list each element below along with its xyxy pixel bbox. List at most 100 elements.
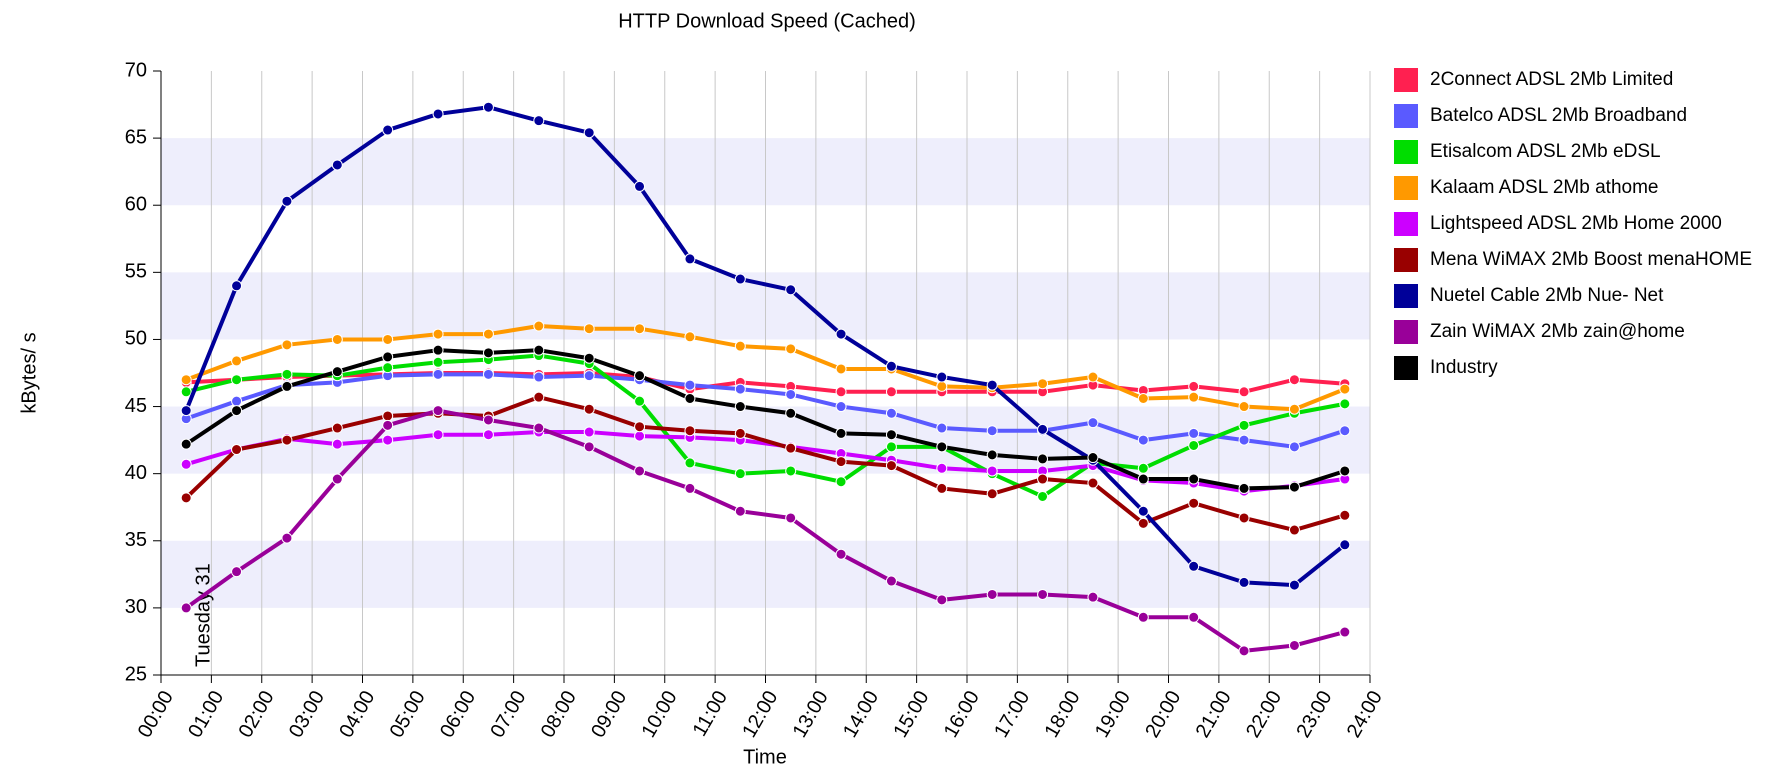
point [583, 426, 595, 438]
point [1037, 588, 1049, 600]
point [1188, 391, 1200, 403]
point [986, 449, 998, 461]
point [231, 395, 243, 407]
point [734, 427, 746, 439]
point [1137, 393, 1149, 405]
point [1037, 453, 1049, 465]
point [482, 328, 494, 340]
x-tick-label: 01:00 [184, 687, 228, 741]
y-tick-label: 35 [125, 529, 147, 551]
x-tick-label: 04:00 [335, 687, 379, 741]
point [1238, 386, 1250, 398]
legend-label: Mena WiMAX 2Mb Boost menaHOME [1430, 249, 1752, 270]
point [785, 442, 797, 454]
point [634, 465, 646, 477]
point [885, 407, 897, 419]
point [331, 438, 343, 450]
point [583, 127, 595, 139]
series-line [185, 348, 1346, 491]
point [634, 421, 646, 433]
point [231, 405, 243, 417]
legend-swatch [1394, 356, 1418, 380]
x-tick-label: 06:00 [436, 687, 480, 741]
legend-swatch [1394, 320, 1418, 344]
legend-swatch [1394, 104, 1418, 128]
point [1238, 482, 1250, 494]
y-tick-label: 60 [125, 194, 147, 216]
point [1188, 380, 1200, 392]
point [533, 422, 545, 434]
point [432, 429, 444, 441]
point [1137, 462, 1149, 474]
point [1037, 423, 1049, 435]
point [1238, 645, 1250, 657]
legend-label: Industry [1430, 357, 1498, 378]
point [835, 401, 847, 413]
point [936, 422, 948, 434]
point [785, 388, 797, 400]
series-line [185, 324, 1346, 412]
point [281, 380, 293, 392]
point [180, 374, 192, 386]
point [1238, 512, 1250, 524]
point [1339, 509, 1351, 521]
series-line [184, 105, 1347, 588]
point [1188, 497, 1200, 509]
point [785, 343, 797, 355]
point [180, 405, 192, 417]
point [785, 284, 797, 296]
point [382, 434, 394, 446]
point [885, 460, 897, 472]
point [634, 323, 646, 335]
point [482, 429, 494, 441]
point [331, 333, 343, 345]
point [1137, 473, 1149, 485]
y-tick-label: 40 [125, 462, 147, 484]
point [1288, 374, 1300, 386]
legend-label: Batelco ADSL 2Mb Broadband [1430, 105, 1687, 126]
x-tick-label: 14:00 [839, 687, 883, 741]
point [382, 410, 394, 422]
x-tick-label: 15:00 [889, 687, 933, 741]
point [180, 458, 192, 470]
point [533, 320, 545, 332]
legend-label: Lightspeed ADSL 2Mb Home 2000 [1430, 213, 1722, 234]
point [986, 488, 998, 500]
point [1288, 579, 1300, 591]
x-tick-label: 19:00 [1091, 687, 1135, 741]
point [986, 588, 998, 600]
point [1137, 434, 1149, 446]
legend-label: Etisalcom ADSL 2Mb eDSL [1430, 141, 1661, 162]
point [634, 395, 646, 407]
point [1238, 434, 1250, 446]
point [533, 371, 545, 383]
x-tick-label: 09:00 [587, 687, 631, 741]
x-tick-label: 24:00 [1343, 687, 1387, 741]
point [986, 465, 998, 477]
x-tick-label: 00:00 [134, 687, 178, 741]
point [583, 323, 595, 335]
point [1137, 517, 1149, 529]
point [231, 444, 243, 456]
point [936, 380, 948, 392]
series-line [186, 371, 1345, 394]
legend-label: 2Connect ADSL 2Mb Limited [1430, 69, 1673, 90]
point [482, 368, 494, 380]
x-tick-label: 16:00 [940, 687, 984, 741]
point [1137, 611, 1149, 623]
point [1087, 477, 1099, 489]
point [1087, 591, 1099, 603]
point [1037, 490, 1049, 502]
point [382, 124, 394, 136]
point [180, 386, 192, 398]
point [1339, 383, 1351, 395]
point [281, 195, 293, 207]
point [684, 379, 696, 391]
point [180, 438, 192, 450]
point [835, 476, 847, 488]
point [482, 101, 494, 113]
legend-swatch [1394, 248, 1418, 272]
y-tick-label: 30 [125, 596, 147, 618]
legend-label: Kalaam ADSL 2Mb athome [1430, 177, 1658, 198]
point [734, 273, 746, 285]
